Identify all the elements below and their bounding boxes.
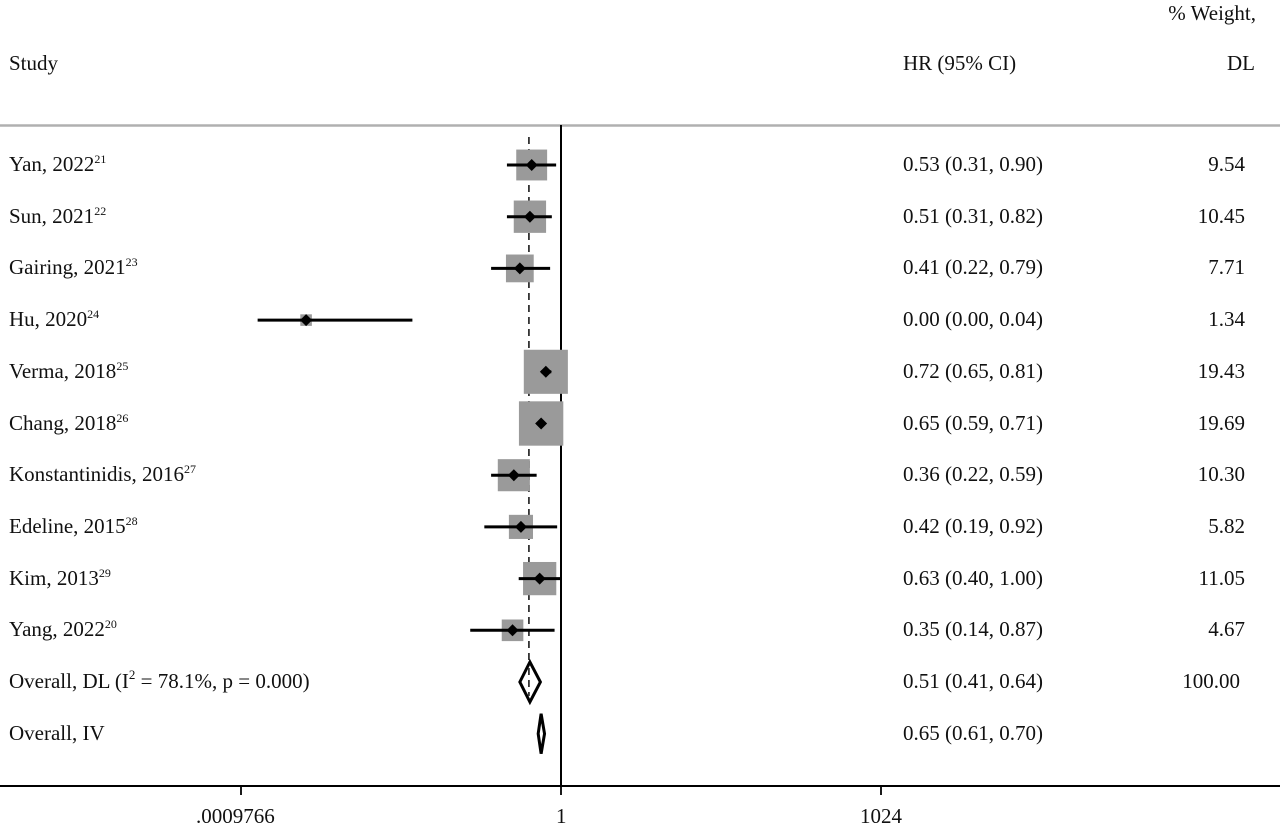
hr-value: 0.65 (0.59, 0.71) [903,410,1043,435]
pooled-weight-value: 100.00 [1182,669,1240,693]
weight-value: 19.43 [1197,358,1245,383]
hr-value: 0.36 (0.22, 0.59) [903,462,1043,487]
pooled-diamond-icon [518,658,543,706]
study-name: Verma, 2018 [9,358,117,383]
study-name: Yan, 2022 [9,152,95,176]
hr-value: 0.35 (0.14, 0.87) [903,617,1043,642]
x-tick-label-low: .0009766 [196,804,275,828]
weight-value: 5.82 [1208,513,1245,538]
study-name: Sun, 2021 [9,203,95,228]
weight-value: 10.30 [1197,462,1245,487]
study-name: Edeline, 2015 [9,513,126,538]
study-reference: 27 [184,462,197,477]
point-estimate-diamond-icon [507,469,520,482]
overall-label: Overall, IV [9,721,105,745]
study-reference: 29 [98,565,111,580]
point-estimate-diamond-icon [513,262,526,275]
study-name: Gairing, 2021 [9,255,126,280]
point-estimate-diamond-icon [533,572,546,585]
pooled-diamond-icon [536,713,547,754]
point-estimate-diamond-icon [506,624,519,637]
study-name: Hu, 2020 [9,307,88,332]
overall-label-text: Overall, IV [9,720,105,745]
x-tick-label-high: 1024 [860,804,902,828]
study-label: Edeline, 201528 [9,514,138,538]
point-estimate-diamond-icon [300,314,313,327]
i-squared-superscript: 2 [128,667,136,682]
weight-value: 4.67 [1208,617,1245,642]
weight-value: 19.69 [1197,410,1245,435]
study-name: Chang, 2018 [9,410,117,435]
study-label: Yang, 202220 [9,617,117,641]
weight-value: 11.05 [1198,565,1245,590]
hr-value: 0.63 (0.40, 1.00) [903,565,1043,590]
point-estimate-diamond-icon [535,417,548,430]
study-label: Yan, 202221 [9,152,106,176]
study-reference: 23 [125,255,138,270]
study-reference: 28 [125,513,138,528]
study-reference: 24 [87,307,100,322]
point-estimate-diamond-icon [523,210,536,223]
weight-value: 9.54 [1208,152,1245,176]
pooled-hr-value: 0.65 (0.61, 0.70) [903,720,1043,745]
hr-value: 0.00 (0.00, 0.04) [903,307,1043,332]
weight-value: 7.71 [1208,255,1245,280]
study-name: Kim, 2013 [9,565,99,590]
hr-value: 0.42 (0.19, 0.92) [903,513,1043,538]
study-reference: 26 [116,410,129,425]
overall-label: Overall, DL (I2 = 78.1%, p = 0.000) [9,667,310,693]
point-estimate-diamond-icon [514,520,527,533]
pooled-hr-value: 0.51 (0.41, 0.64) [903,669,1043,693]
study-column-header: Study [9,51,59,75]
plot-layer [0,125,1280,795]
study-label: Hu, 202024 [9,307,99,331]
study-label: Verma, 201825 [9,359,128,383]
hr-value: 0.53 (0.31, 0.90) [903,152,1043,176]
study-reference: 25 [116,358,129,373]
overall-label-text: Overall, DL (I [9,669,129,693]
hr-value: 0.51 (0.31, 0.82) [903,203,1043,228]
study-reference: 20 [104,617,117,632]
study-name: Konstantinidis, 2016 [9,462,185,487]
study-label: Kim, 201329 [9,566,111,590]
hr-column-header: HR (95% CI) [903,51,1017,75]
study-name: Yang, 2022 [9,617,105,642]
hr-value: 0.72 (0.65, 0.81) [903,358,1043,383]
point-estimate-diamond-icon [539,365,552,378]
study-label: Chang, 201826 [9,411,128,435]
study-label: Sun, 202122 [9,204,106,228]
weight-value: 1.34 [1208,307,1245,332]
study-label: Konstantinidis, 201627 [9,462,196,486]
weight-value: 10.45 [1197,203,1245,228]
study-label: Gairing, 202123 [9,255,138,279]
hr-value: 0.41 (0.22, 0.79) [903,255,1043,280]
point-estimate-diamond-icon [525,159,538,171]
x-tick-label-one: 1 [556,804,567,828]
study-reference: 22 [94,203,107,218]
weight-column-header-line1: % Weight, [1168,1,1256,25]
heterogeneity-stats: = 78.1%, p = 0.000) [135,669,310,693]
study-reference: 21 [94,152,107,166]
weight-column-header-line2: DL [1227,51,1255,75]
